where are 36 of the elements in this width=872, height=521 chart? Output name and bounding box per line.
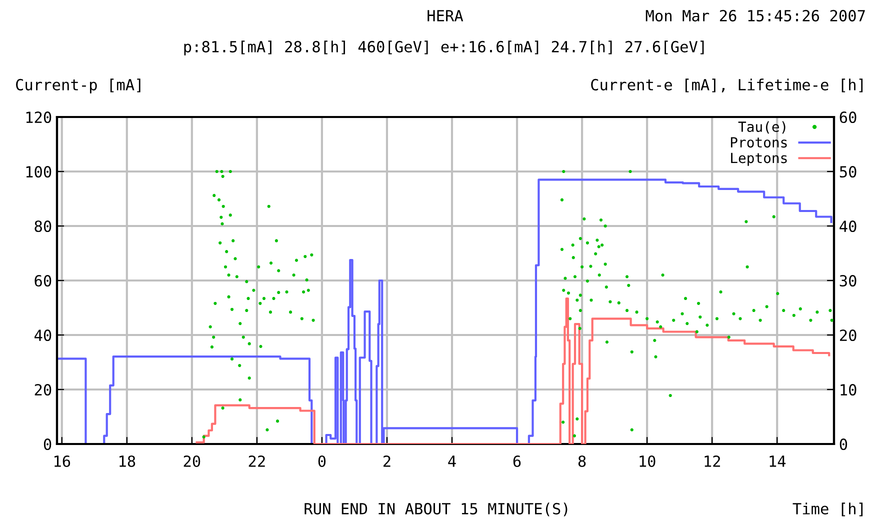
x-tick-label: 16 [54,455,70,468]
x-tick-label: 14 [770,456,786,467]
y2-tick-label: 50 [840,166,856,178]
x-axis-title: Time [h] [792,502,863,516]
y-tick-label: 100 [26,166,52,178]
text: Mon Mar 26 15:45:26 2007 [646,10,865,22]
y-tick-label: 20 [34,384,52,396]
x-tick-label: 8 [578,455,586,468]
y2-tick-label: 0 [840,438,848,450]
y-tick-label: 0 [44,438,52,450]
legend-label: Protons [730,137,787,148]
x-tick-label: 6 [513,455,521,468]
y2-tick-label: 10 [840,384,856,396]
chart-subtitle: p:81.5[mA] 28.8[h] 460[GeV] e+:16.6[mA] 24.7[h] 27.6[GeV] [184,40,704,56]
text: RUN END IN ABOUT 15 MINUTE(S) [304,502,568,516]
y-tick-label: 60 [34,275,52,287]
y-tick-label: 40 [34,330,52,342]
x-tick-label: 20 [184,455,200,468]
x-tick-label: 0 [318,455,326,468]
x-tick-label: 4 [448,456,456,467]
y2-tick-label: 20 [840,330,856,342]
legend-label: Tau(e) [738,121,786,134]
y-tick-label: 120 [26,112,52,124]
x-tick-label: 22 [248,455,265,467]
chart-title: HERA [428,10,464,22]
x-tick-label: 12 [704,455,720,467]
legend-label: Leptons [731,152,787,166]
y2-tick-label: 30 [840,275,856,287]
x-tick-label: 10 [640,455,656,468]
y-axis-title: Current-p [mA] [16,78,140,94]
y2-tick-label: 60 [840,112,856,124]
y2-axis-title: Current-e [mA], Lifetime-e [h] [591,78,863,92]
y-tick-label: 80 [34,220,52,232]
y2-tick-label: 40 [840,220,856,232]
x-tick-label: 2 [384,455,390,467]
x-tick-label: 18 [120,455,136,468]
